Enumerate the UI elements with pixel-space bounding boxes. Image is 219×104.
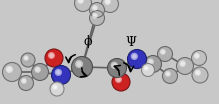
Circle shape [117,77,120,82]
Circle shape [2,63,21,82]
Circle shape [194,53,200,59]
Circle shape [147,58,154,65]
Circle shape [161,50,165,54]
Circle shape [45,49,63,67]
Circle shape [6,66,13,73]
Circle shape [51,66,71,84]
Circle shape [132,54,136,59]
Circle shape [192,67,208,83]
Circle shape [144,66,149,71]
Circle shape [149,60,153,64]
Circle shape [93,6,97,10]
Circle shape [177,58,194,74]
Circle shape [21,53,35,67]
Circle shape [23,55,29,61]
Circle shape [108,58,127,77]
Circle shape [49,53,53,58]
Circle shape [179,60,186,67]
Circle shape [162,69,178,84]
Circle shape [160,49,166,55]
Circle shape [18,76,34,90]
Circle shape [104,0,111,5]
Circle shape [111,62,118,69]
Circle shape [127,50,147,69]
Circle shape [21,78,27,84]
Circle shape [157,46,173,61]
Circle shape [165,71,171,77]
Circle shape [92,13,98,19]
Circle shape [191,51,207,66]
Circle shape [112,63,117,67]
Circle shape [52,84,58,90]
Circle shape [90,2,104,17]
Circle shape [79,0,83,3]
Circle shape [75,60,83,68]
Circle shape [48,52,55,59]
Circle shape [145,56,161,72]
Circle shape [55,69,62,76]
Circle shape [34,66,41,73]
Circle shape [32,64,48,80]
Circle shape [195,70,201,76]
Circle shape [77,0,84,4]
Circle shape [166,72,170,76]
Circle shape [141,64,154,77]
Circle shape [145,67,148,70]
Circle shape [36,68,40,72]
Circle shape [71,56,92,77]
Circle shape [90,11,104,25]
Circle shape [92,5,98,11]
Circle shape [181,62,185,66]
Circle shape [22,79,26,83]
Circle shape [77,62,81,66]
Circle shape [7,67,12,72]
Circle shape [112,73,130,91]
Circle shape [106,0,110,4]
Text: Ψ: Ψ [125,35,136,48]
Circle shape [25,56,28,60]
Text: ϕ: ϕ [84,35,92,48]
Circle shape [93,14,97,18]
Circle shape [101,0,118,12]
Circle shape [131,53,138,60]
Circle shape [50,82,64,96]
Circle shape [196,71,200,75]
Circle shape [195,54,199,58]
Circle shape [56,70,60,74]
Circle shape [74,0,92,12]
Circle shape [53,85,57,89]
Circle shape [115,76,122,83]
